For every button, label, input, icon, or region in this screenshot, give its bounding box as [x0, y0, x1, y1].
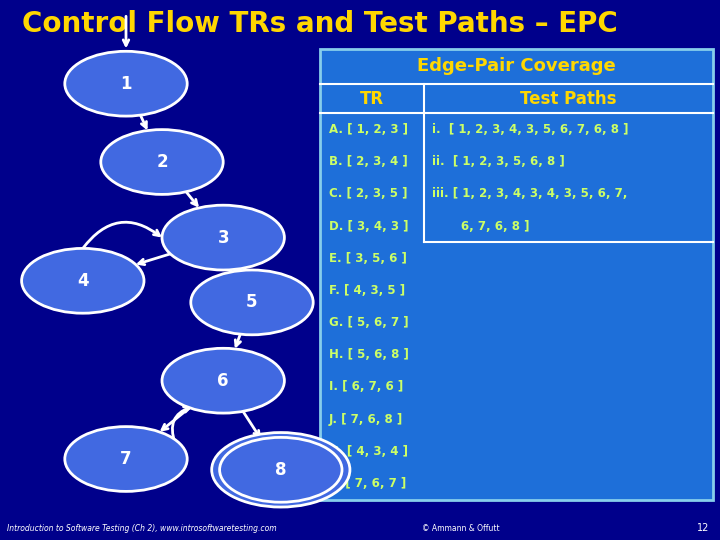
Text: G. [ 5, 6, 7 ]: G. [ 5, 6, 7 ] — [329, 316, 409, 329]
Text: 6, 7, 6, 8 ]: 6, 7, 6, 8 ] — [431, 220, 529, 233]
Ellipse shape — [22, 248, 144, 313]
Ellipse shape — [65, 51, 187, 116]
Ellipse shape — [191, 270, 313, 335]
Text: 1: 1 — [120, 75, 132, 93]
Text: i.  [ 1, 2, 3, 4, 3, 5, 6, 7, 6, 8 ]: i. [ 1, 2, 3, 4, 3, 5, 6, 7, 6, 8 ] — [431, 123, 628, 136]
Text: 3: 3 — [217, 228, 229, 247]
Text: A. [ 1, 2, 3 ]: A. [ 1, 2, 3 ] — [329, 123, 408, 136]
Text: TR: TR — [360, 90, 384, 107]
Text: Control Flow TRs and Test Paths – EPC: Control Flow TRs and Test Paths – EPC — [22, 10, 617, 38]
Ellipse shape — [162, 205, 284, 270]
Text: 8: 8 — [275, 461, 287, 479]
Text: E. [ 3, 5, 6 ]: E. [ 3, 5, 6 ] — [329, 252, 407, 265]
Ellipse shape — [220, 437, 342, 502]
Text: J. [ 7, 6, 8 ]: J. [ 7, 6, 8 ] — [329, 413, 403, 426]
Text: 12: 12 — [697, 523, 709, 533]
Text: © Ammann & Offutt: © Ammann & Offutt — [422, 524, 500, 532]
Ellipse shape — [101, 130, 223, 194]
Text: 7: 7 — [120, 450, 132, 468]
Text: 2: 2 — [156, 153, 168, 171]
Text: F. [ 4, 3, 5 ]: F. [ 4, 3, 5 ] — [329, 284, 405, 297]
Text: 4: 4 — [77, 272, 89, 290]
Ellipse shape — [162, 348, 284, 413]
Text: iii. [ 1, 2, 3, 4, 3, 4, 3, 5, 6, 7,: iii. [ 1, 2, 3, 4, 3, 4, 3, 5, 6, 7, — [431, 187, 627, 200]
Text: 5: 5 — [246, 293, 258, 312]
Text: I. [ 6, 7, 6 ]: I. [ 6, 7, 6 ] — [329, 380, 403, 393]
Text: H. [ 5, 6, 8 ]: H. [ 5, 6, 8 ] — [329, 348, 409, 361]
Text: 6: 6 — [217, 372, 229, 390]
Ellipse shape — [65, 427, 187, 491]
Text: D. [ 3, 4, 3 ]: D. [ 3, 4, 3 ] — [329, 220, 408, 233]
Text: K. [ 4, 3, 4 ]: K. [ 4, 3, 4 ] — [329, 445, 408, 458]
Text: L. [ 7, 6, 7 ]: L. [ 7, 6, 7 ] — [329, 477, 406, 490]
Text: B. [ 2, 3, 4 ]: B. [ 2, 3, 4 ] — [329, 155, 408, 168]
Ellipse shape — [212, 433, 350, 507]
Text: Edge-Pair Coverage: Edge-Pair Coverage — [417, 57, 616, 75]
Text: Test Paths: Test Paths — [521, 90, 617, 107]
FancyBboxPatch shape — [320, 49, 713, 500]
Text: Introduction to Software Testing (Ch 2), www.introsoftwaretesting.com: Introduction to Software Testing (Ch 2),… — [7, 524, 276, 532]
Text: C. [ 2, 3, 5 ]: C. [ 2, 3, 5 ] — [329, 187, 408, 200]
Text: ii.  [ 1, 2, 3, 5, 6, 8 ]: ii. [ 1, 2, 3, 5, 6, 8 ] — [431, 155, 564, 168]
